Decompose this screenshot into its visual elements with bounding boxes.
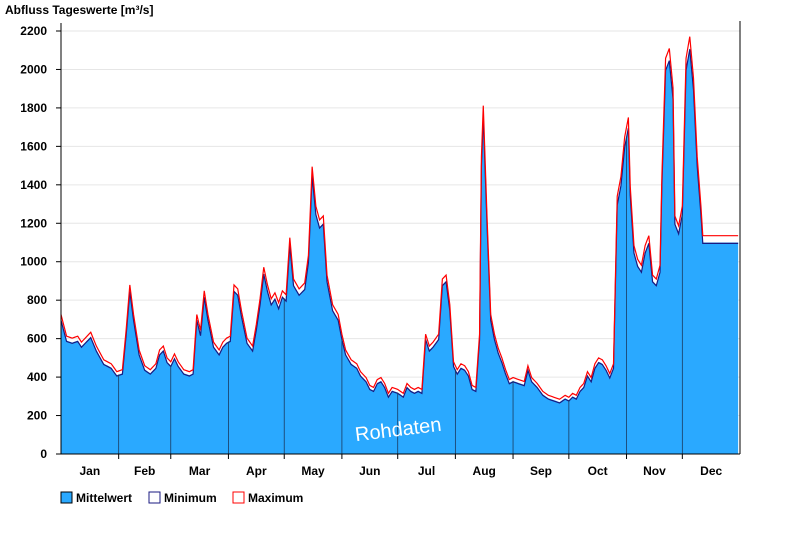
x-tick-label-jun: Jun (359, 464, 380, 478)
legend-swatch-minimum (148, 491, 161, 504)
x-tick-label-feb: Feb (134, 464, 155, 478)
y-tick-label: 400 (27, 370, 47, 384)
legend-label-maximum: Maximum (248, 491, 303, 505)
x-tick-label-may: May (301, 464, 325, 478)
y-tick-labels: 0 200 400 600 800 1000 1200 1400 1600 1800 2000 220… (20, 24, 61, 461)
series-maximum-line (60, 36, 739, 400)
x-tick-labels: Jan Feb Mar Apr May Jun Jul Aug Sep Oct Nov Dec (79, 454, 722, 478)
legend-label-minimum: Minimum (164, 491, 217, 505)
x-tick-label-nov: Nov (643, 464, 666, 478)
chart-title: Abfluss Tageswerte [m³/s] (5, 3, 153, 17)
y-tick-label: 1600 (20, 139, 47, 153)
y-tick-label: 2000 (20, 62, 47, 76)
x-tick-label-jan: Jan (79, 464, 100, 478)
y-tick-label: 200 (27, 409, 47, 423)
y-tick-label: 800 (27, 293, 47, 307)
legend: Mittelwert Minimum Maximum (60, 491, 303, 505)
y-tick-label: 1200 (20, 216, 47, 230)
x-tick-label-apr: Apr (246, 464, 267, 478)
legend-swatch-maximum (232, 491, 245, 504)
legend-label-mittelwert: Mittelwert (76, 491, 132, 505)
x-tick-label-aug: Aug (473, 464, 496, 478)
x-tick-label-jul: Jul (418, 464, 435, 478)
series-mittelwert-area (61, 48, 739, 455)
x-tick-label-mar: Mar (189, 464, 211, 478)
y-tick-label: 1000 (20, 255, 47, 269)
x-tick-label-dec: Dec (700, 464, 722, 478)
month-separators (118, 136, 683, 454)
y-tick-label: 600 (27, 332, 47, 346)
legend-swatch-mittelwert (60, 491, 73, 504)
x-tick-label-sep: Sep (530, 464, 552, 478)
y-tick-label: 1400 (20, 178, 47, 192)
y-tick-label: 1800 (20, 101, 47, 115)
y-tick-label: 0 (40, 447, 47, 461)
y-tick-label: 2200 (20, 24, 47, 38)
series-minimum-line (60, 49, 739, 404)
x-tick-label-oct: Oct (588, 464, 608, 478)
